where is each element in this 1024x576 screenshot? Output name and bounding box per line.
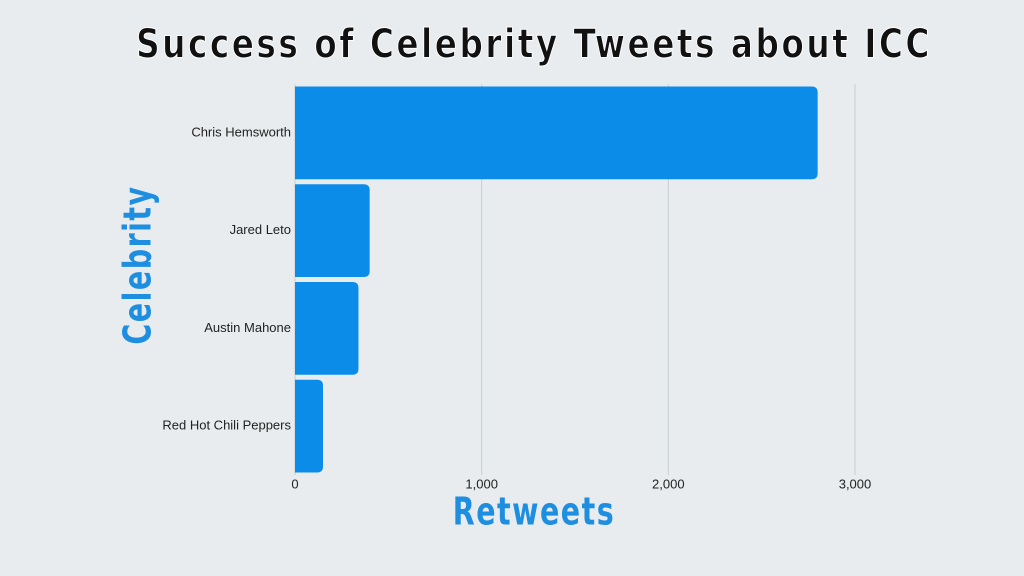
- y-axis-title: Celebrity: [116, 185, 160, 344]
- x-tick-label: 2,000: [652, 476, 685, 491]
- y-tick-label: Chris Hemsworth: [191, 124, 291, 139]
- bar: [295, 281, 359, 375]
- bar: [295, 86, 818, 180]
- bar: [295, 184, 370, 278]
- y-tick-label: Jared Leto: [230, 222, 291, 237]
- x-tick-label: 0: [291, 476, 298, 491]
- x-tick-label: 1,000: [465, 476, 498, 491]
- chart-title: Success of Celebrity Tweets about ICC: [136, 20, 932, 67]
- x-axis-title: Retweets: [453, 490, 615, 534]
- y-tick-label: Austin Mahone: [204, 320, 291, 335]
- x-tick-label: 3,000: [839, 476, 872, 491]
- y-tick-label: Red Hot Chili Peppers: [162, 418, 291, 433]
- bar: [295, 379, 323, 473]
